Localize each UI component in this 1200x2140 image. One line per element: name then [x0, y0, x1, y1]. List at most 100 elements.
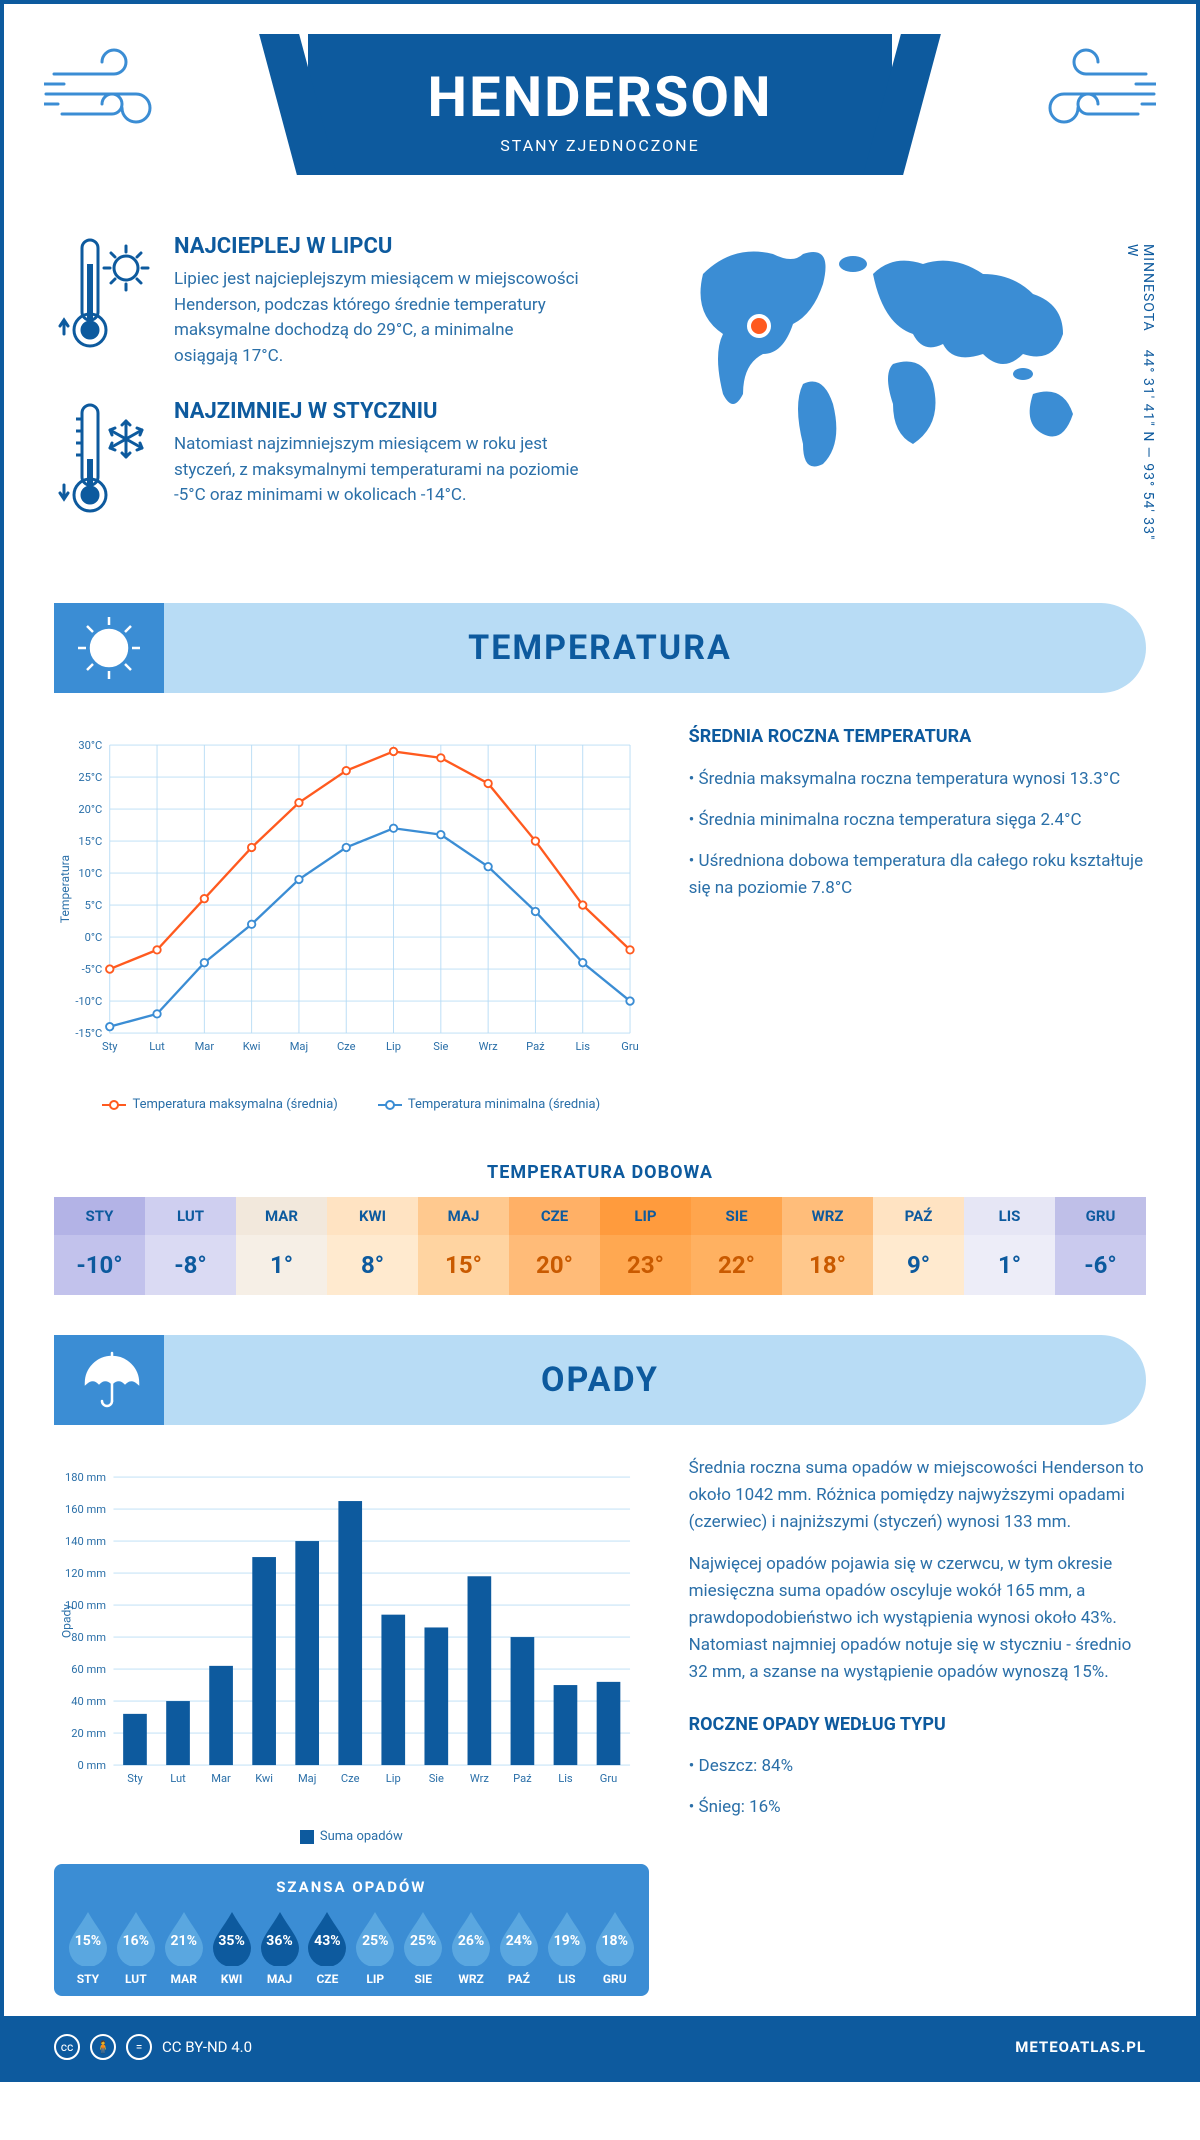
svg-text:0°C: 0°C	[85, 931, 103, 944]
coldest-title: NAJZIMNIEJ W STYCZNIU	[174, 399, 580, 424]
svg-text:0 mm: 0 mm	[77, 1759, 106, 1772]
nd-icon: =	[126, 2034, 152, 2060]
daily-cell: GRU -6°	[1055, 1197, 1146, 1295]
chance-title: SZANSA OPADÓW	[64, 1878, 639, 1896]
svg-text:Sty: Sty	[102, 1040, 118, 1053]
svg-text:Lut: Lut	[170, 1772, 186, 1785]
daily-temp-title: TEMPERATURA DOBOWA	[4, 1162, 1196, 1183]
coordinates: MINNESOTA 44° 31' 41" N — 93° 54' 33" W	[1124, 244, 1156, 553]
warmest-block: NAJCIEPLEJ W LIPCU Lipiec jest najcieple…	[54, 234, 580, 369]
daily-cell: SIE 22°	[691, 1197, 782, 1295]
cc-icon: cc	[54, 2034, 80, 2060]
chance-drop: 43% CZE	[303, 1908, 351, 1986]
temperature-line-chart: -15°C -10°C -5°C 0°C 5°C 10°C 15°C 20°C 25°C 30°C…	[54, 723, 649, 1083]
chance-drop: 36% MAJ	[256, 1908, 304, 1986]
svg-text:Lip: Lip	[386, 1772, 401, 1785]
svg-text:40 mm: 40 mm	[71, 1695, 106, 1708]
svg-text:Wrz: Wrz	[470, 1772, 490, 1785]
by-icon: 🧍	[90, 2034, 116, 2060]
chance-drops: 15% STY 16% LUT 21% MAR 35% KWI 36% MAJ …	[64, 1908, 639, 1986]
svg-text:20°C: 20°C	[78, 803, 102, 816]
svg-text:Lip: Lip	[386, 1040, 401, 1053]
precip-title: OPADY	[541, 1360, 659, 1400]
daily-cell: MAJ 15°	[418, 1197, 509, 1295]
temperature-legend: Temperatura maksymalna (średnia) Tempera…	[54, 1097, 649, 1112]
chance-drop: 25% LIP	[351, 1908, 399, 1986]
annual-title: ŚREDNIA ROCZNA TEMPERATURA	[689, 723, 1146, 752]
chance-drop: 21% MAR	[160, 1908, 208, 1986]
svg-text:30°C: 30°C	[78, 739, 102, 752]
svg-text:80 mm: 80 mm	[71, 1631, 106, 1644]
svg-text:Mar: Mar	[195, 1040, 215, 1053]
wind-icon	[44, 44, 184, 144]
daily-cell: WRZ 18°	[782, 1197, 873, 1295]
svg-text:Sie: Sie	[429, 1772, 444, 1785]
daily-cell: LIS 1°	[964, 1197, 1055, 1295]
svg-text:Kwi: Kwi	[243, 1040, 261, 1053]
svg-text:10°C: 10°C	[78, 867, 102, 880]
chance-drop: 24% PAŹ	[495, 1908, 543, 1986]
chance-drop: 19% LIS	[543, 1908, 591, 1986]
country: STANY ZJEDNOCZONE	[428, 136, 773, 155]
svg-text:Opady: Opady	[60, 1604, 74, 1638]
daily-temp-table: STY -10° LUT -8° MAR 1° KWI 8° MAJ 15° C…	[54, 1197, 1146, 1295]
svg-text:-5°C: -5°C	[82, 963, 103, 976]
coldest-block: NAJZIMNIEJ W STYCZNIU Natomiast najzimni…	[54, 399, 580, 523]
daily-cell: STY -10°	[54, 1197, 145, 1295]
map-col: MINNESOTA 44° 31' 41" N — 93° 54' 33" W	[620, 234, 1146, 553]
svg-text:Maj: Maj	[298, 1772, 316, 1785]
precip-bar-chart: 0 mm20 mm40 mm60 mm80 mm100 mm120 mm140 …	[54, 1455, 649, 1815]
svg-text:Maj: Maj	[290, 1040, 308, 1053]
license-text: CC BY-ND 4.0	[162, 2038, 252, 2056]
svg-text:20 mm: 20 mm	[71, 1727, 106, 1740]
svg-text:15°C: 15°C	[78, 835, 102, 848]
svg-text:120 mm: 120 mm	[65, 1567, 106, 1580]
daily-cell: MAR 1°	[236, 1197, 327, 1295]
warmest-text: Lipiec jest najcieplejszym miesiącem w m…	[174, 267, 580, 369]
thermometer-hot-icon	[54, 234, 154, 369]
daily-cell: CZE 20°	[509, 1197, 600, 1295]
page: HENDERSON STANY ZJEDNOCZONE	[0, 0, 1200, 2082]
svg-text:160 mm: 160 mm	[65, 1503, 106, 1516]
svg-text:Gru: Gru	[600, 1772, 617, 1785]
svg-text:Lut: Lut	[149, 1040, 165, 1053]
temperature-body: -15°C -10°C -5°C 0°C 5°C 10°C 15°C 20°C 25°C 30°C…	[4, 693, 1196, 1132]
chance-drop: 25% SIE	[399, 1908, 447, 1986]
precip-banner: OPADY	[54, 1335, 1146, 1425]
svg-text:-10°C: -10°C	[75, 995, 102, 1008]
precip-type-title: ROCZNE OPADY WEDŁUG TYPU	[689, 1711, 1146, 1740]
svg-text:25°C: 25°C	[78, 771, 102, 784]
chance-drop: 35% KWI	[208, 1908, 256, 1986]
svg-text:Sty: Sty	[127, 1772, 143, 1785]
svg-text:5°C: 5°C	[85, 899, 103, 912]
svg-text:60 mm: 60 mm	[71, 1663, 106, 1676]
footer: cc 🧍 = CC BY-ND 4.0 METEOATLAS.PL	[4, 2016, 1196, 2078]
site-name: METEOATLAS.PL	[1015, 2038, 1146, 2056]
precip-legend: Suma opadów	[54, 1829, 649, 1844]
precip-chance-box: SZANSA OPADÓW 15% STY 16% LUT 21% MAR 35…	[54, 1864, 649, 1996]
svg-text:Lis: Lis	[576, 1040, 591, 1053]
umbrella-icon	[54, 1335, 164, 1425]
temperature-title: TEMPERATURA	[468, 628, 732, 668]
coldest-text: Natomiast najzimniejszym miesiącem w rok…	[174, 432, 580, 509]
chance-drop: 26% WRZ	[447, 1908, 495, 1986]
daily-cell: KWI 8°	[327, 1197, 418, 1295]
precip-body: 0 mm20 mm40 mm60 mm80 mm100 mm120 mm140 …	[4, 1425, 1196, 2016]
intro-section: NAJCIEPLEJ W LIPCU Lipiec jest najcieple…	[4, 204, 1196, 593]
svg-text:140 mm: 140 mm	[65, 1535, 106, 1548]
svg-text:-15°C: -15°C	[75, 1027, 102, 1040]
svg-text:Mar: Mar	[211, 1772, 231, 1785]
svg-text:Kwi: Kwi	[255, 1772, 273, 1785]
svg-text:Wrz: Wrz	[479, 1040, 499, 1053]
svg-text:Cze: Cze	[341, 1772, 360, 1785]
daily-cell: LIP 23°	[600, 1197, 691, 1295]
temperature-banner: TEMPERATURA	[54, 603, 1146, 693]
title-block: HENDERSON STANY ZJEDNOCZONE	[308, 34, 893, 175]
chance-drop: 18% GRU	[591, 1908, 639, 1986]
svg-text:180 mm: 180 mm	[65, 1471, 106, 1484]
daily-cell: PAŹ 9°	[873, 1197, 964, 1295]
svg-text:Sie: Sie	[433, 1040, 448, 1053]
world-map-icon	[663, 234, 1103, 474]
precip-text: Średnia roczna suma opadów w miejscowośc…	[689, 1455, 1146, 1996]
svg-text:Paź: Paź	[513, 1772, 532, 1785]
